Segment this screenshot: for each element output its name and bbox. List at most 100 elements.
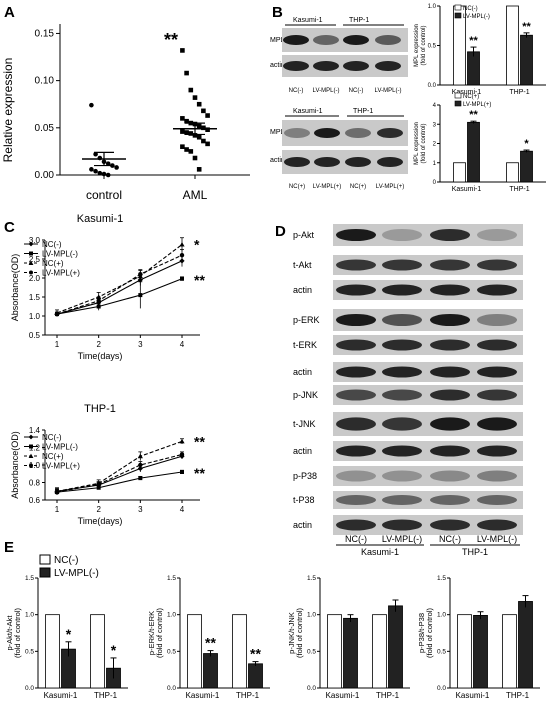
c-y-tick-label: 0.5 (29, 331, 41, 340)
d-row-label: p-ERK (293, 315, 320, 325)
d-band (382, 366, 422, 378)
a-aml-point (205, 141, 210, 147)
e-legend-swatch (39, 567, 51, 578)
d-band (430, 339, 470, 351)
a-aml-point (184, 130, 189, 135)
c-point-circle (96, 298, 101, 303)
c-y-tick-label: 2.0 (29, 274, 41, 283)
b-top-mpl-band (375, 35, 401, 45)
d-row-label: actin (293, 520, 312, 530)
b-legend-swatch (454, 12, 462, 19)
b-bottom-mpl-band (284, 128, 310, 138)
e-chart-2-ylabel-2: (fold of control) (155, 607, 164, 658)
a-aml-point (184, 147, 189, 152)
b-top-chart-y-tick-label: 0.0 (428, 83, 437, 89)
c-legend-label: NC(+) (42, 259, 64, 268)
b-bottom-lane-2: LV-MPL(+) (313, 184, 341, 190)
d-band (336, 417, 376, 431)
d-band (382, 259, 422, 271)
b-bottom-mpl-band (314, 128, 340, 138)
c-point-square (180, 276, 184, 281)
e-chart-4-category-label: THP-1 (506, 691, 530, 700)
c-xlabel: Time(days) (78, 516, 123, 526)
d-row-label: t-ERK (293, 340, 317, 350)
d-band (430, 313, 470, 327)
c-x-tick-label: 1 (55, 340, 60, 349)
a-aml-point (184, 118, 189, 124)
e-chart-3-y-tick-label: 0.0 (307, 685, 316, 692)
c-plot-title: Kasumi-1 (77, 213, 123, 225)
b-top-chart-y-tick-label: 0.5 (428, 44, 437, 50)
e-chart-2-bar (187, 614, 202, 689)
c-significance-upper: ** (194, 433, 205, 449)
b-top-actin-band (283, 61, 309, 71)
b-bottom-chart-significance: * (524, 138, 529, 150)
c-point-square (96, 304, 101, 309)
e-chart-4-y-tick-label: 1.0 (437, 612, 446, 619)
b-top-chart-bar (520, 34, 533, 86)
d-band (477, 417, 517, 431)
b-top-chart-bar (506, 5, 519, 86)
c-x-tick-label: 4 (180, 505, 185, 514)
c-x-tick-label: 3 (138, 505, 143, 514)
a-aml-point (201, 138, 206, 144)
b-bottom-chart-y-tick-label: 4 (433, 103, 437, 109)
c-legend-marker (29, 444, 33, 449)
c-y-tick-label: 0.6 (29, 496, 41, 505)
d-band (336, 284, 376, 296)
e-chart-4-y-tick-label: 0.5 (437, 648, 446, 655)
e-chart-4-bar (473, 615, 488, 689)
b-legend-label: NC(-) (463, 6, 478, 12)
b-bottom-actin-band (345, 157, 371, 167)
c-y-tick-label: 1.5 (29, 293, 41, 302)
d-band (430, 519, 470, 531)
c-legend-marker (28, 434, 34, 440)
e-chart-1-significance: * (111, 642, 117, 658)
e-chart-4-y-tick-label: 1.5 (437, 575, 446, 582)
a-y-tick-label: 0.05 (35, 123, 55, 134)
c-point-circle (96, 482, 101, 487)
c-growth-curves: Kasumi-1 0.5 1.0 1.5 2.0 2.5 3.0 1 2 3 4 Time(days)… (10, 213, 205, 526)
e-chart-3-ylabel-2: (fold of control) (295, 607, 304, 658)
b-bottom-lane-1: NC(+) (289, 184, 305, 190)
b-top-chart-category-label: Kasumi-1 (452, 89, 482, 96)
b-top-lane-1: NC(-) (289, 88, 304, 94)
e-chart-3-bar (343, 617, 358, 689)
d-band (477, 470, 517, 482)
d-band (477, 284, 517, 296)
a-aml-point (201, 125, 206, 131)
c-legend-marker (29, 270, 33, 275)
d-band (336, 495, 376, 505)
d-band (477, 228, 517, 242)
b-legend-label: NC(+) (463, 94, 479, 100)
a-aml-point (196, 123, 202, 129)
b-bottom-actin-band (377, 157, 403, 167)
d-band (382, 228, 422, 242)
a-control-point (101, 171, 107, 177)
b-top-mpl-band (313, 35, 339, 45)
a-aml-point (184, 70, 189, 76)
e-chart-3-bar (388, 605, 403, 689)
b-bottom-chart-y-tick-label: 1 (433, 161, 437, 167)
a-aml-point (196, 134, 202, 140)
d-strip (333, 466, 523, 486)
e-chart-2-significance: ** (250, 646, 261, 662)
d-band (336, 228, 376, 242)
d-band (382, 470, 422, 482)
a-aml-point (180, 48, 185, 53)
a-aml-point (180, 129, 185, 134)
b-top-cell-thp: THP-1 (349, 17, 369, 24)
e-chart-3-y-tick-label: 0.5 (307, 648, 316, 655)
d-cell-kasumi: Kasumi-1 (361, 547, 399, 557)
d-band (382, 495, 422, 505)
d-band (382, 389, 422, 401)
e-chart-2-bar (203, 653, 218, 689)
b-bottom-row-actin: actin (270, 157, 285, 164)
c-series-line (56, 453, 183, 493)
e-legend-swatch (39, 554, 51, 565)
c-point-circle (54, 489, 60, 495)
d-band (477, 495, 517, 505)
c-legend-label: LV-MPL(+) (42, 462, 80, 471)
b-top-row-actin: actin (270, 62, 285, 69)
d-strip (333, 362, 523, 382)
